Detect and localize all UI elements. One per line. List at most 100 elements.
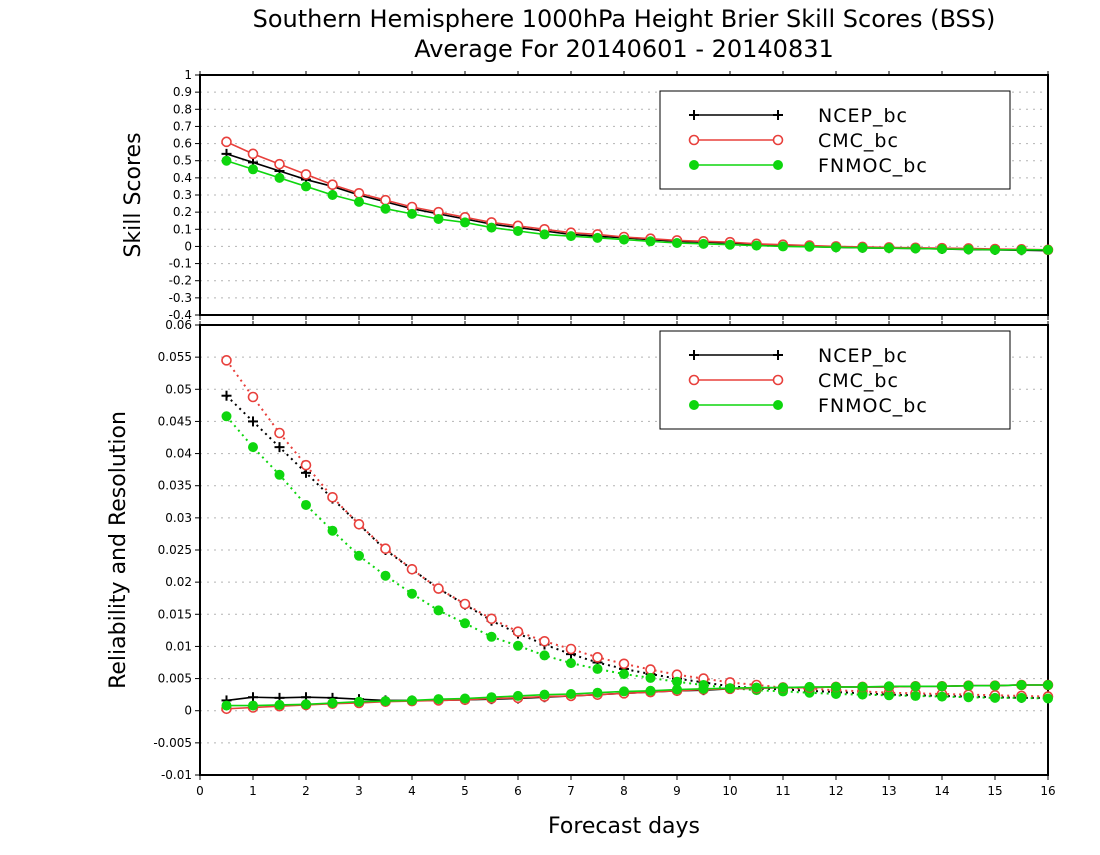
x-tick-label: 8	[620, 784, 628, 798]
x-tick-label: 3	[355, 784, 363, 798]
data-point	[327, 491, 338, 503]
data-point	[910, 690, 921, 701]
x-tick-label: 0	[196, 784, 204, 798]
y-tick-label: 0.06	[165, 318, 192, 332]
data-point	[831, 242, 841, 253]
legend: NCEP_bc CMC_bc FNMOC_bc	[659, 90, 1011, 190]
y-tick-label: -0.3	[169, 291, 192, 305]
data-point	[300, 169, 312, 180]
data-point	[539, 229, 550, 240]
data-point	[751, 682, 762, 693]
data-point	[327, 179, 338, 191]
data-point	[248, 442, 258, 453]
data-point	[407, 695, 417, 706]
x-tick-label: 14	[934, 784, 949, 798]
y-tick-label: 0.1	[173, 222, 192, 236]
data-point	[406, 563, 418, 575]
data-point	[513, 690, 523, 701]
data-point	[689, 160, 699, 170]
data-point	[963, 692, 974, 703]
data-point	[274, 158, 285, 170]
x-tick-label: 12	[828, 784, 843, 798]
data-point	[407, 208, 417, 219]
data-point	[698, 683, 709, 694]
data-point	[221, 136, 232, 148]
y-tick-label: -0.005	[153, 736, 192, 750]
y-tick-label: -0.01	[161, 768, 192, 782]
data-point	[592, 232, 603, 243]
x-tick-label: 6	[514, 784, 522, 798]
x-tick-label: 10	[722, 784, 737, 798]
plot-frame	[199, 324, 1049, 776]
data-point	[857, 242, 868, 253]
data-point	[433, 694, 444, 705]
y-tick-label: 0.055	[158, 350, 192, 364]
y-tick-label: 0.015	[158, 607, 192, 621]
data-point	[804, 681, 815, 692]
series-FNMOC_bc-dotted	[221, 411, 1053, 704]
y-tick-label: 0.8	[173, 102, 192, 116]
data-point	[773, 400, 783, 410]
data-point	[539, 650, 550, 661]
series-FNMOC_bc	[221, 680, 1053, 711]
data-point	[380, 696, 391, 707]
data-point	[618, 658, 630, 670]
data-point	[619, 686, 629, 697]
x-tick-label: 11	[775, 784, 790, 798]
y-axis-title: Skill Scores	[121, 132, 146, 257]
data-point	[247, 148, 259, 160]
data-point	[645, 236, 656, 247]
data-point	[963, 680, 974, 691]
y-tick-label: 0.3	[173, 188, 192, 202]
x-tick-label: 2	[302, 784, 310, 798]
data-point	[672, 238, 682, 248]
data-point	[884, 681, 894, 692]
legend-item: NCEP_bc	[689, 105, 907, 127]
data-point	[566, 231, 576, 242]
legend-item: FNMOC_bc	[689, 155, 927, 177]
y-tick-label: 0.045	[158, 414, 192, 428]
data-point	[910, 681, 921, 692]
series-line	[225, 359, 1049, 698]
y-tick-label: 0.035	[158, 479, 192, 493]
data-point	[353, 518, 365, 530]
x-tick-label: 4	[408, 784, 416, 798]
data-point	[688, 374, 700, 386]
x-tick-label: 15	[987, 784, 1002, 798]
y-tick-label: 0.4	[173, 171, 192, 185]
y-tick-label: 0.2	[173, 205, 192, 219]
data-point	[353, 187, 365, 199]
data-point	[857, 681, 868, 692]
data-point	[300, 459, 312, 471]
data-point	[1043, 244, 1053, 255]
data-point	[1016, 692, 1027, 703]
x-tick-label: 13	[881, 784, 896, 798]
data-point	[1016, 244, 1027, 255]
data-point	[354, 550, 364, 561]
y-tick-label: 0.5	[173, 154, 192, 168]
x-tick-label: 9	[673, 784, 681, 798]
y-tick-label: -0.2	[169, 274, 192, 288]
chart-title: Southern Hemisphere 1000hPa Height Brier…	[253, 5, 996, 33]
data-point	[689, 400, 699, 410]
y-tick-label: 0.9	[173, 85, 192, 99]
data-point	[486, 613, 497, 625]
series-line	[226, 684, 1048, 710]
data-point	[937, 244, 947, 254]
y-tick-label: 0.03	[165, 511, 192, 525]
data-point	[592, 687, 603, 698]
data-point	[619, 234, 629, 245]
data-point	[380, 543, 391, 555]
legend-item: CMC_bc	[688, 370, 898, 392]
data-point	[247, 391, 259, 403]
legend: NCEP_bc CMC_bc FNMOC_bc	[659, 330, 1011, 430]
legend-item: FNMOC_bc	[689, 395, 927, 417]
legend-item: CMC_bc	[688, 130, 898, 152]
data-point	[327, 525, 338, 536]
y-tick-label: 0	[184, 239, 192, 253]
data-point	[1043, 693, 1053, 704]
data-point	[221, 155, 232, 166]
data-point	[725, 239, 735, 250]
